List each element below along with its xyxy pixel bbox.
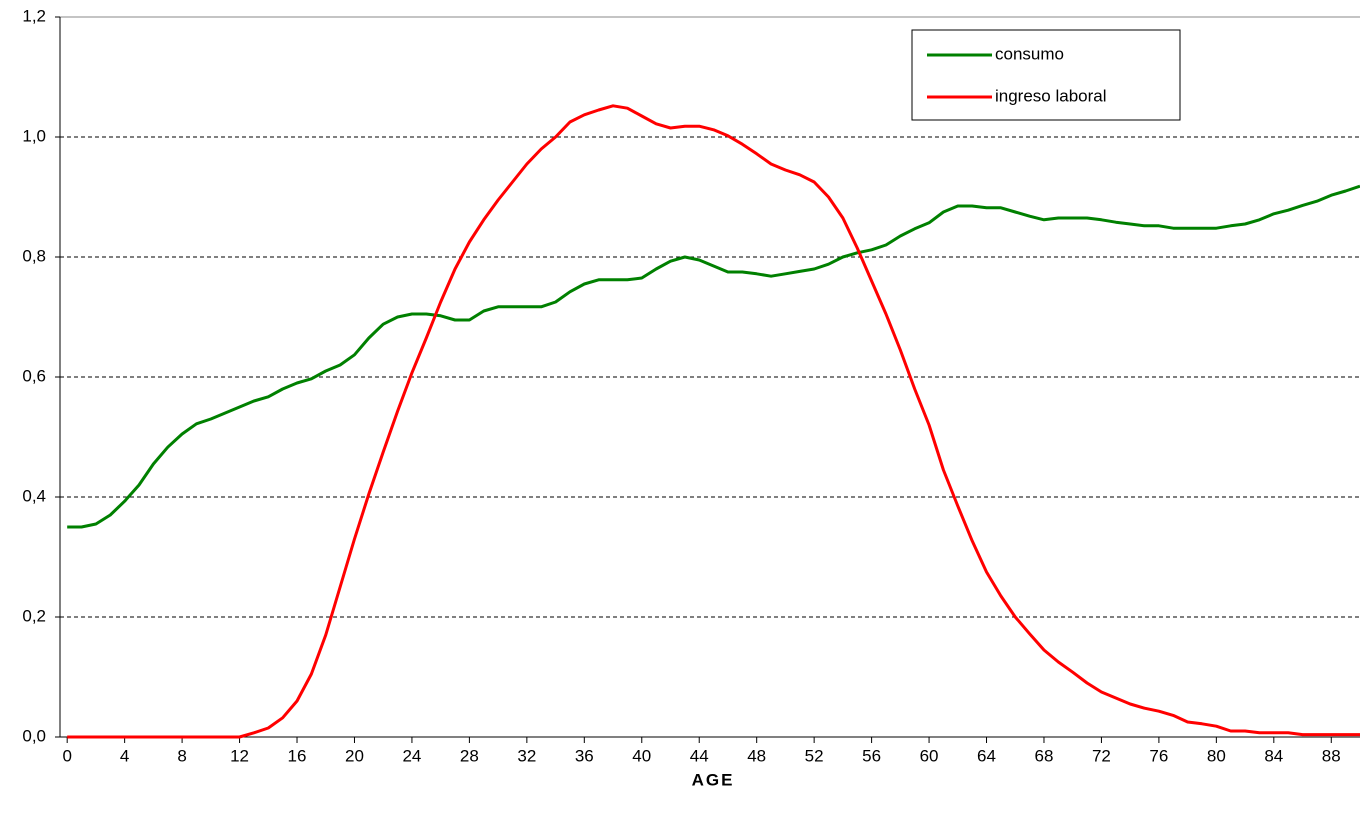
- x-tick-label: 88: [1322, 746, 1341, 765]
- x-tick-label: 40: [632, 746, 651, 765]
- x-tick-label: 68: [1035, 746, 1054, 765]
- y-tick-label: 0,4: [22, 486, 46, 505]
- x-tick-label: 72: [1092, 746, 1111, 765]
- y-tick-label: 1,2: [22, 6, 46, 25]
- x-tick-label: 60: [920, 746, 939, 765]
- x-tick-label: 64: [977, 746, 996, 765]
- x-tick-label: 24: [402, 746, 421, 765]
- x-tick-label: 12: [230, 746, 249, 765]
- x-tick-label: 32: [517, 746, 536, 765]
- x-tick-label: 4: [120, 746, 129, 765]
- y-tick-label: 0,0: [22, 726, 46, 745]
- x-tick-label: 56: [862, 746, 881, 765]
- y-tick-label: 0,2: [22, 606, 46, 625]
- x-tick-label: 36: [575, 746, 594, 765]
- series-line: [67, 104, 1360, 739]
- y-tick-label: 1,0: [22, 126, 46, 145]
- x-tick-label: 0: [62, 746, 71, 765]
- y-tick-label: 0,6: [22, 366, 46, 385]
- series-line: [67, 184, 1360, 529]
- x-tick-label: 84: [1264, 746, 1283, 765]
- y-tick-label: 0,8: [22, 246, 46, 265]
- x-tick-label: 8: [177, 746, 186, 765]
- x-tick-label: 16: [288, 746, 307, 765]
- legend-label: consumo: [995, 44, 1064, 63]
- x-tick-label: 44: [690, 746, 709, 765]
- x-tick-label: 48: [747, 746, 766, 765]
- x-tick-label: 80: [1207, 746, 1226, 765]
- x-tick-label: 28: [460, 746, 479, 765]
- x-axis-label: AGE: [692, 770, 735, 789]
- x-tick-label: 52: [805, 746, 824, 765]
- x-tick-label: 76: [1149, 746, 1168, 765]
- x-tick-label: 20: [345, 746, 364, 765]
- legend-label: ingreso laboral: [995, 86, 1107, 105]
- legend-box: [911, 29, 1181, 121]
